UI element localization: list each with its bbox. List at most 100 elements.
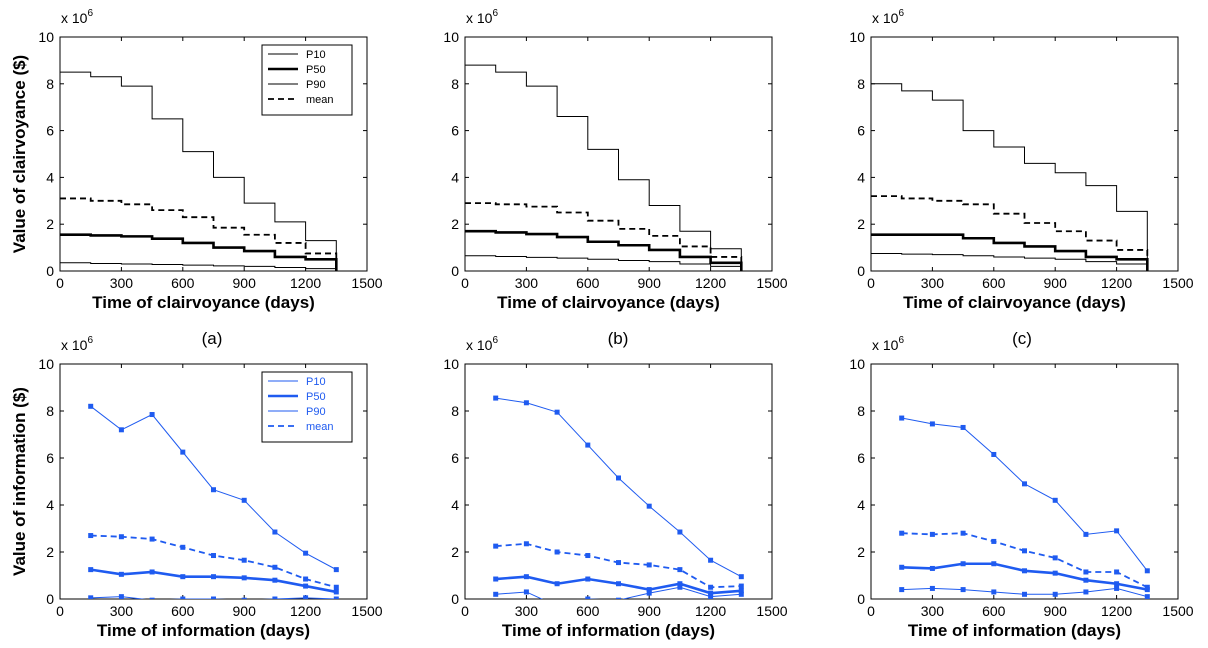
data-point [646,587,652,593]
data-point [149,597,155,599]
series-group [465,64,743,271]
data-point [211,596,216,599]
data-point [738,583,744,589]
x-tick-label: 1500 [756,603,787,619]
axes-frame [870,36,1179,272]
data-point [585,576,591,582]
series-line-series-3 [871,252,1148,271]
axis-multiplier: x 106 [61,335,93,353]
data-point [493,591,499,597]
data-point [1022,591,1027,597]
series-line-p90 [60,262,337,271]
multiplier-base: x 10 [61,10,88,26]
series-line-series-4 [495,542,742,589]
y-tick-label: 4 [451,497,459,513]
axis-multiplier: x 106 [466,335,498,353]
series-line-p90 [90,596,337,599]
data-point [991,451,997,457]
x-tick-label: 900 [233,275,257,291]
x-tick-label: 900 [638,275,662,291]
data-point [677,584,683,590]
data-point [272,596,278,599]
data-point [211,574,216,580]
x-axis-label: Time of information (days) [908,621,1121,640]
data-point [303,583,309,589]
data-point [149,536,155,542]
y-tick-label: 8 [451,76,459,92]
multiplier-exponent: 6 [898,335,904,346]
x-tick-label: 1500 [756,275,787,291]
data-point [211,487,216,493]
sublabel-b: (b) [608,329,629,348]
multiplier-base: x 10 [466,337,493,353]
y-tick-label: 0 [857,591,865,607]
x-tick-label: 1200 [1101,603,1132,619]
x-tick-label: 0 [461,603,469,619]
data-point [493,576,499,582]
data-point [677,581,683,587]
data-point [523,589,529,595]
series-group [871,83,1149,271]
data-point [960,530,966,536]
data-point [88,567,94,573]
x-tick-label: 600 [982,603,1006,619]
axes-frame [464,36,773,272]
x-tick-label: 1500 [1162,603,1193,619]
data-point [241,557,247,563]
x-tick-label: 300 [921,603,945,619]
y-tick-label: 8 [46,76,54,92]
data-point [960,587,966,593]
data-point [738,591,744,597]
data-point [333,589,339,595]
data-point [241,597,247,599]
data-point [272,577,278,583]
data-point [1114,585,1120,591]
data-point [929,531,935,537]
y-tick-label: 2 [857,216,865,232]
data-point [585,596,591,599]
data-point [899,564,905,570]
y-tick-label: 4 [451,169,459,185]
x-tick-label: 600 [171,603,195,619]
axis-multiplier: x 106 [466,8,498,26]
data-point [118,427,124,433]
data-point [708,557,714,563]
series-line-p10 [60,71,337,271]
data-point [303,550,309,556]
y-tick-label: 0 [451,591,459,607]
data-point [1144,584,1150,590]
x-axis-label: Time of clairvoyance (days) [903,293,1126,312]
data-point [1144,594,1150,599]
y-tick-label: 2 [857,544,865,560]
y-tick-label: 10 [38,29,54,45]
y-tick-label: 8 [46,403,54,419]
axes-frame [870,363,1179,600]
series-line-series-4 [465,202,743,271]
y-axis-label: Value of clairvoyance ($) [10,55,29,253]
data-point [1083,577,1089,583]
data-point [303,595,309,599]
data-point [899,530,905,536]
legend-label: P50 [306,64,326,76]
x-tick-label: 900 [638,603,662,619]
data-point [118,571,124,577]
x-tick-label: 300 [515,275,539,291]
x-tick-label: 0 [461,275,469,291]
data-point [180,596,186,599]
x-tick-label: 0 [56,603,64,619]
legend-label: P90 [306,79,326,91]
data-point [708,594,714,599]
data-point [1083,589,1089,595]
y-tick-label: 6 [451,123,459,139]
x-axis-label: Time of clairvoyance (days) [92,293,315,312]
data-point [1114,581,1120,587]
series-group [88,403,339,599]
data-point [88,595,94,599]
x-tick-label: 1500 [351,603,382,619]
data-point [1114,569,1120,575]
data-point [180,574,186,580]
